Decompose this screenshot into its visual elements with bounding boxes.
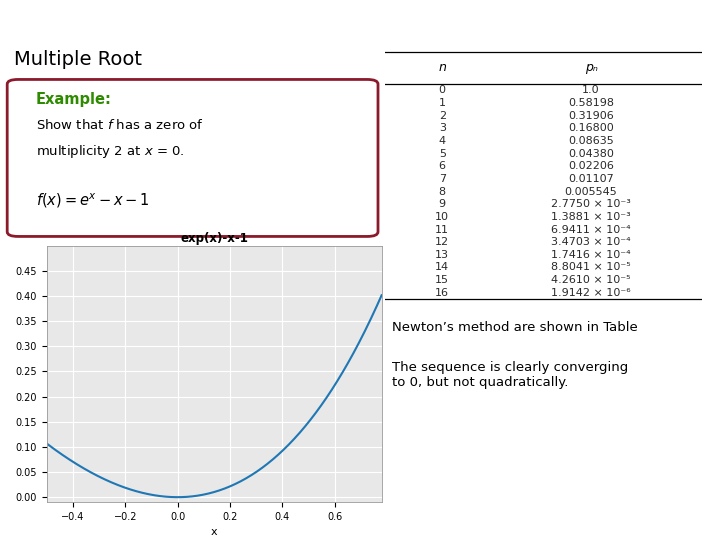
Text: Multiple Root: Multiple Root	[14, 50, 143, 69]
Text: 3.4703 × 10⁻⁴: 3.4703 × 10⁻⁴	[552, 237, 631, 247]
Text: 1.7416 × 10⁻⁴: 1.7416 × 10⁻⁴	[552, 250, 631, 260]
Text: 3: 3	[438, 123, 446, 133]
Text: 5: 5	[438, 148, 446, 159]
Text: 0.02206: 0.02206	[568, 161, 614, 171]
Text: n: n	[438, 62, 446, 75]
Text: $f(x) = e^x - x - 1$: $f(x) = e^x - x - 1$	[36, 192, 150, 211]
Text: 14: 14	[435, 262, 449, 273]
Text: 0.01107: 0.01107	[568, 174, 614, 184]
FancyBboxPatch shape	[7, 79, 378, 237]
Text: The sequence is clearly converging
to 0, but not quadratically.: The sequence is clearly converging to 0,…	[392, 361, 628, 389]
Text: 1.9142 × 10⁻⁶: 1.9142 × 10⁻⁶	[552, 288, 631, 298]
Text: 12: 12	[435, 237, 449, 247]
Text: 1.0: 1.0	[582, 85, 600, 95]
Text: 2: 2	[438, 111, 446, 120]
X-axis label: x: x	[211, 528, 217, 537]
Text: 4.2610 × 10⁻⁵: 4.2610 × 10⁻⁵	[552, 275, 631, 285]
Text: 1.3881 × 10⁻³: 1.3881 × 10⁻³	[552, 212, 631, 222]
Text: 10: 10	[435, 212, 449, 222]
Text: 0.08635: 0.08635	[568, 136, 614, 146]
Text: 0.005545: 0.005545	[564, 186, 618, 197]
Text: 7: 7	[438, 174, 446, 184]
Text: 1: 1	[438, 98, 446, 108]
Text: Show that $f$ has a zero of: Show that $f$ has a zero of	[36, 118, 204, 132]
Text: 11: 11	[435, 225, 449, 234]
Text: Example:: Example:	[36, 92, 112, 107]
Text: 0.16800: 0.16800	[568, 123, 614, 133]
Text: Newton’s method are shown in Table: Newton’s method are shown in Table	[392, 321, 637, 334]
Text: 9: 9	[438, 199, 446, 209]
Title: exp(x)-x-1: exp(x)-x-1	[180, 232, 248, 245]
Text: 15: 15	[435, 275, 449, 285]
Text: 0: 0	[438, 85, 446, 95]
Text: 2.7750 × 10⁻³: 2.7750 × 10⁻³	[552, 199, 631, 209]
Text: 8: 8	[438, 186, 446, 197]
Text: 6: 6	[438, 161, 446, 171]
Text: 6.9411 × 10⁻⁴: 6.9411 × 10⁻⁴	[552, 225, 631, 234]
Text: 13: 13	[435, 250, 449, 260]
Text: 0.04380: 0.04380	[568, 148, 614, 159]
Text: pₙ: pₙ	[585, 62, 598, 75]
Text: 0.58198: 0.58198	[568, 98, 614, 108]
Text: Some Comments on Root finding: Some Comments on Root finding	[9, 12, 289, 28]
Text: 0.31906: 0.31906	[568, 111, 614, 120]
Text: multiplicity 2 at $x$ = 0.: multiplicity 2 at $x$ = 0.	[36, 143, 184, 159]
Text: 4: 4	[438, 136, 446, 146]
Text: 16: 16	[435, 288, 449, 298]
Text: 8.8041 × 10⁻⁵: 8.8041 × 10⁻⁵	[552, 262, 631, 273]
